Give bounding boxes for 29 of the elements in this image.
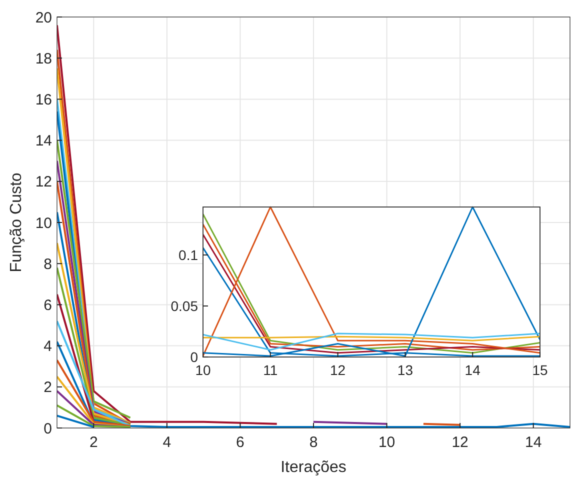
y-tick-label: 16 — [35, 91, 52, 108]
x-tick-label: 6 — [236, 434, 244, 451]
y-tick-label: 14 — [35, 132, 52, 150]
x-tick-label: 10 — [195, 362, 211, 378]
x-tick-label: 11 — [263, 362, 278, 378]
y-tick-label: 0.1 — [178, 246, 198, 263]
y-tick-label: 2 — [44, 379, 52, 396]
y-tick-label: 8 — [44, 256, 52, 273]
x-tick-label: 12 — [452, 434, 468, 451]
y-tick-label: 12 — [35, 174, 52, 191]
y-tick-label: 0 — [44, 420, 52, 438]
y-tick-label: 4 — [44, 338, 52, 356]
x-tick-label: 10 — [378, 434, 396, 451]
x-tick-label: 12 — [330, 362, 346, 378]
y-tick-label: 18 — [35, 50, 52, 68]
x-tick-label: 15 — [532, 362, 548, 378]
y-tick-label: 0.05 — [170, 298, 198, 314]
x-tick-label: 4 — [162, 434, 172, 451]
x-tick-label: 14 — [525, 434, 542, 451]
x-tick-label: 13 — [397, 362, 414, 378]
y-axis-title: Função Custo — [8, 172, 25, 272]
x-axis-title: Iterações — [280, 459, 346, 476]
x-tick-label: 2 — [89, 434, 98, 451]
y-tick-label: 20 — [35, 9, 52, 26]
x-tick-label: 14 — [464, 362, 481, 378]
y-tick-label: 0 — [190, 348, 198, 365]
y-tick-label: 6 — [44, 296, 52, 314]
x-tick-label: 8 — [309, 434, 318, 451]
y-tick-label: 10 — [35, 214, 52, 232]
